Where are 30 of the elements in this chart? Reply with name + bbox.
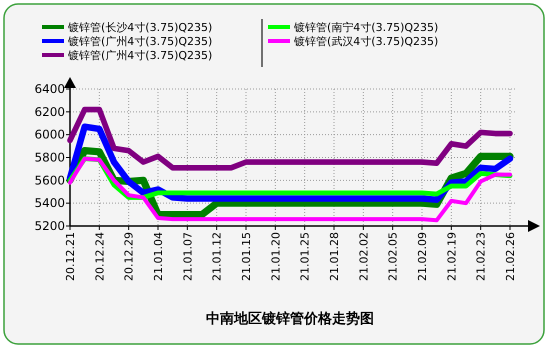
legend-label: 镀锌管(广州4寸(3.75)Q235) xyxy=(67,49,212,62)
legend-label: 镀锌管(南宁4寸(3.75)Q235) xyxy=(293,21,438,34)
y-tick-label: 5800 xyxy=(34,150,65,164)
x-tick-label: 21.01.04 xyxy=(152,232,165,281)
x-tick-label: 21.02.09 xyxy=(416,232,429,281)
legend-label: 镀锌管(广州4寸(3.75)Q235) xyxy=(67,35,212,48)
legend-label: 镀锌管(长沙4寸(3.75)Q235) xyxy=(67,21,212,34)
y-tick-label: 5200 xyxy=(34,219,65,233)
x-tick-label: 20.12.21 xyxy=(64,232,77,281)
x-tick-label: 21.02.19 xyxy=(445,232,458,281)
x-tick-label: 21.02.23 xyxy=(474,232,488,281)
x-tick-label: 21.02.05 xyxy=(386,232,400,281)
x-tick-label: 21.01.28 xyxy=(328,232,341,281)
y-tick-label: 6200 xyxy=(34,104,65,119)
y-tick-label: 6400 xyxy=(34,82,65,96)
y-tick-label: 6000 xyxy=(34,128,65,142)
y-tick-label: 5400 xyxy=(34,196,65,210)
y-tick-label: 5600 xyxy=(34,173,65,188)
x-tick-label: 21.01.12 xyxy=(210,232,224,281)
text: 中南地区镀锌管价格走势图 xyxy=(206,310,374,327)
x-tick-label: 20.12.29 xyxy=(122,232,136,281)
x-tick-label: 21.02.02 xyxy=(357,232,370,281)
legend-label: 镀锌管(武汉4寸(3.75)Q235) xyxy=(293,35,438,48)
x-tick-label: 21.02.26 xyxy=(504,232,517,281)
x-tick-label: 21.01.25 xyxy=(298,232,312,281)
x-tick-label: 20.12.24 xyxy=(93,232,106,281)
line-series xyxy=(68,156,512,222)
x-tick-label: 21.01.15 xyxy=(240,232,253,281)
x-tick-label: 21.01.20 xyxy=(269,232,282,281)
x-tick-label: 21.01.07 xyxy=(181,232,194,281)
